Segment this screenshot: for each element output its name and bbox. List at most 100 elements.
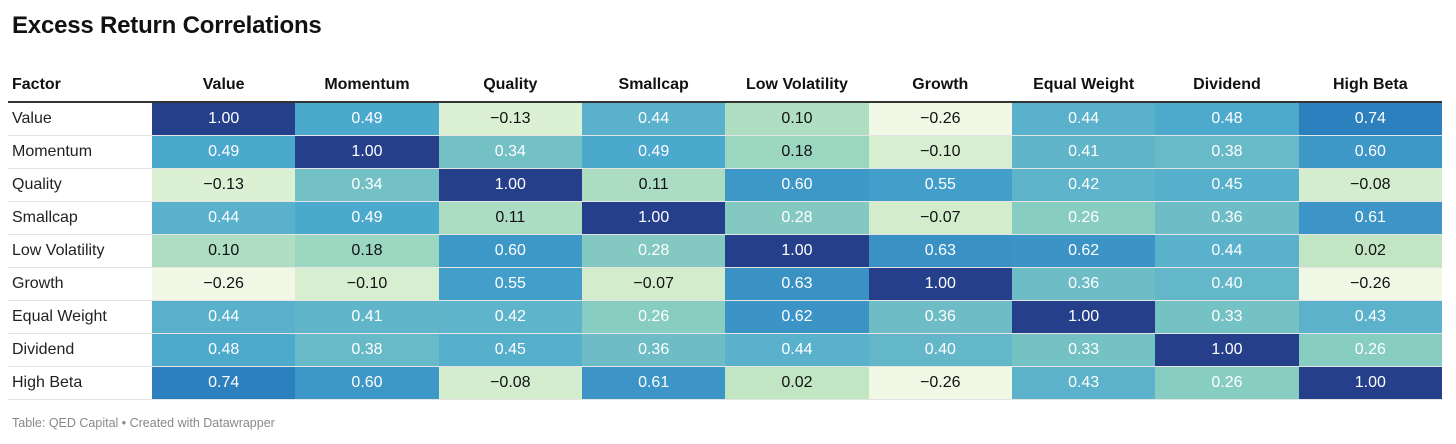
table-row: Growth −0.26 −0.10 0.55 −0.07 0.63 1.00 0.36 0.4… [8,267,1442,301]
heatmap-cell: 0.60 [1298,135,1442,169]
heatmap-cell: 0.48 [1155,102,1299,136]
row-label: Momentum [8,135,152,169]
table-header: Factor Value Momentum Quality Smallcap Low V… [8,69,1442,103]
heatmap-cell: 0.62 [1011,234,1156,268]
corner-header-factor: Factor [8,69,152,103]
heatmap-cell: 0.62 [725,300,869,334]
row-label: Smallcap [8,201,152,235]
table-body: Value 1.00 0.49 −0.13 0.44 0.10 −0.26 0.44 0.48 0… [8,102,1442,400]
table-row: Momentum 0.49 1.00 0.34 0.49 0.18 −0.10 0.41 0.3… [8,135,1442,169]
heatmap-cell: 0.44 [581,102,726,136]
heatmap-cell: −0.10 [868,135,1012,169]
column-header: Quality [438,69,582,103]
heatmap-cell: 0.26 [581,300,726,334]
heatmap-cell: 0.43 [1011,366,1156,400]
heatmap-cell: 1.00 [725,234,869,268]
heatmap-cell: 0.18 [295,234,439,268]
heatmap-cell: −0.13 [152,168,296,202]
heatmap-cell: 0.45 [438,333,582,367]
heatmap-cell: 0.49 [295,102,439,136]
heatmap-cell: 0.38 [295,333,439,367]
heatmap-cell: 0.55 [438,267,582,301]
heatmap-cell: 0.38 [1155,135,1299,169]
heatmap-cell: 0.49 [581,135,726,169]
heatmap-cell: 1.00 [438,168,582,202]
heatmap-cell: 1.00 [868,267,1012,301]
heatmap-cell: 0.36 [1155,201,1299,235]
heatmap-cell: 1.00 [1011,300,1156,334]
column-header: Low Volatility [725,69,869,103]
heatmap-cell: 1.00 [152,102,296,136]
heatmap-cell: 1.00 [1298,366,1442,400]
header-row: Factor Value Momentum Quality Smallcap Low V… [8,69,1442,103]
column-header: Momentum [295,69,439,103]
column-header: Value [152,69,296,103]
table-row: Value 1.00 0.49 −0.13 0.44 0.10 −0.26 0.44 0.48 0… [8,102,1442,136]
heatmap-cell: 0.60 [725,168,869,202]
heatmap-cell: 0.02 [1298,234,1442,268]
heatmap-cell: 0.42 [1011,168,1156,202]
heatmap-cell: 0.60 [438,234,582,268]
row-label: Dividend [8,333,152,367]
heatmap-cell: 0.34 [295,168,439,202]
heatmap-cell: 0.26 [1298,333,1442,367]
heatmap-cell: 0.45 [1155,168,1299,202]
heatmap-cell: 1.00 [581,201,726,235]
table-row: Low Volatility 0.10 0.18 0.60 0.28 1.00 0.63 0.… [8,234,1442,268]
heatmap-cell: 0.43 [1298,300,1442,334]
chart-title: Excess Return Correlations [12,12,322,39]
heatmap-cell: 0.74 [152,366,296,400]
heatmap-cell: 0.61 [581,366,726,400]
table-row: High Beta 0.74 0.60 −0.08 0.61 0.02 −0.26 0.43 0… [8,366,1442,400]
heatmap-cell: 0.36 [1011,267,1156,301]
table-row: Quality −0.13 0.34 1.00 0.11 0.60 0.55 0.42 0.45… [8,168,1442,202]
row-label: Quality [8,168,152,202]
heatmap-cell: 0.40 [868,333,1012,367]
heatmap-cell: 0.44 [1011,102,1156,136]
table-row: Smallcap 0.44 0.49 0.11 1.00 0.28 −0.07 0.26 0.3… [8,201,1442,235]
row-label: Growth [8,267,152,301]
heatmap-cell: 0.55 [868,168,1012,202]
heatmap-cell: 0.33 [1011,333,1156,367]
table-row: Dividend 0.48 0.38 0.45 0.36 0.44 0.40 0.33 1.00… [8,333,1442,367]
heatmap-cell: 0.28 [725,201,869,235]
heatmap-cell: 0.42 [438,300,582,334]
heatmap-cell: 0.41 [295,300,439,334]
heatmap-cell: 0.40 [1155,267,1299,301]
column-header: High Beta [1298,69,1442,103]
row-label: Low Volatility [8,234,152,268]
heatmap-cell: 0.02 [725,366,869,400]
heatmap-cell: 0.44 [152,300,296,334]
table-row: Equal Weight 0.44 0.41 0.42 0.26 0.62 0.36 1.00… [8,300,1442,334]
column-header: Smallcap [581,69,726,103]
column-header: Equal Weight [1011,69,1156,103]
heatmap-cell: 1.00 [295,135,439,169]
heatmap-cell: 0.18 [725,135,869,169]
heatmap-cell: 0.34 [438,135,582,169]
heatmap-cell: 0.48 [152,333,296,367]
heatmap-cell: 0.41 [1011,135,1156,169]
heatmap-cell: −0.26 [868,102,1012,136]
heatmap-cell: −0.26 [152,267,296,301]
heatmap-cell: −0.13 [438,102,582,136]
heatmap-cell: 0.63 [868,234,1012,268]
heatmap-cell: 0.61 [1298,201,1442,235]
heatmap-cell: −0.07 [868,201,1012,235]
heatmap-cell: 0.10 [152,234,296,268]
heatmap-cell: 0.26 [1155,366,1299,400]
heatmap-cell: 0.11 [438,201,582,235]
heatmap-cell: 0.10 [725,102,869,136]
heatmap-cell: 0.49 [295,201,439,235]
heatmap-cell: 0.44 [725,333,869,367]
column-header: Dividend [1155,69,1299,103]
heatmap-cell: −0.08 [1298,168,1442,202]
row-label: Value [8,102,152,136]
heatmap-cell: −0.26 [1298,267,1442,301]
heatmap-cell: 0.28 [581,234,726,268]
source-footer: Table: QED Capital • Created with Datawr… [12,416,275,430]
heatmap-cell: 0.36 [581,333,726,367]
heatmap-cell: 0.74 [1298,102,1442,136]
heatmap-cell: 0.36 [868,300,1012,334]
heatmap-cell: 0.33 [1155,300,1299,334]
heatmap-cell: 0.26 [1011,201,1156,235]
